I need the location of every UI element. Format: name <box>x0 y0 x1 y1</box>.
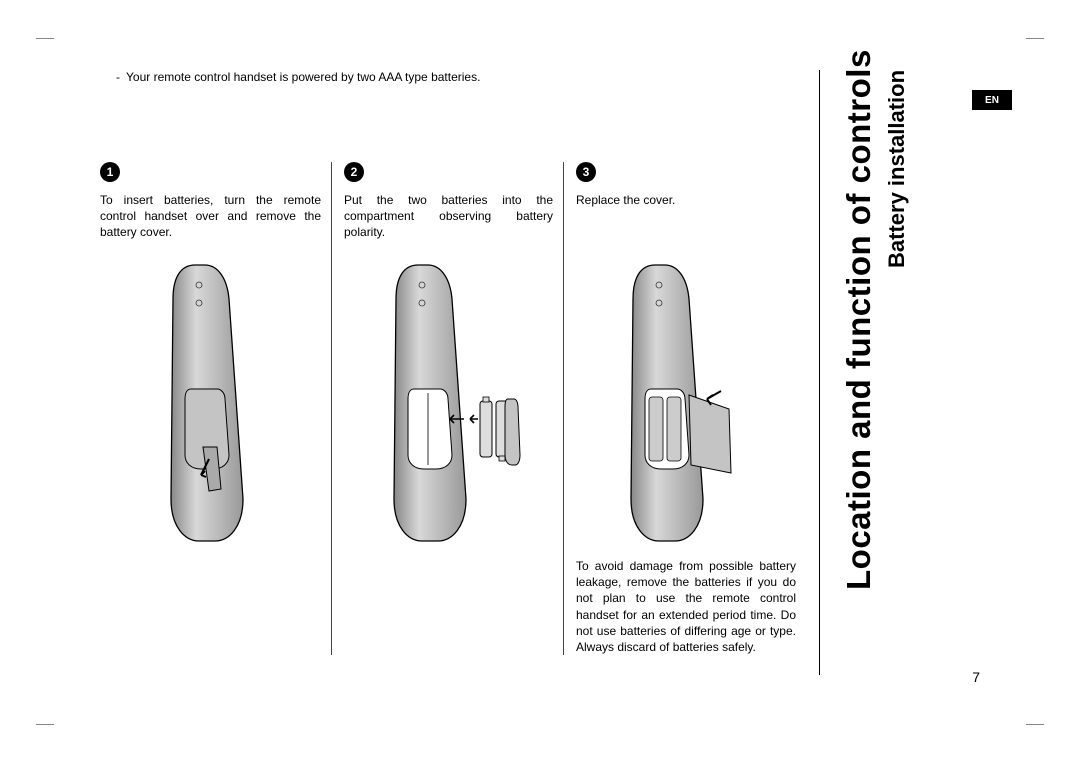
page-number: 7 <box>972 669 980 685</box>
step-number: 2 <box>351 165 358 179</box>
crop-mark <box>36 724 54 725</box>
step-1: 1 To insert batteries, turn the remote c… <box>100 162 332 655</box>
content-column: -Your remote control handset is powered … <box>100 70 820 675</box>
crop-mark <box>36 38 54 39</box>
crop-mark <box>1026 38 1044 39</box>
page-title: Location and function of controls <box>840 70 878 590</box>
intro-body: Your remote control handset is powered b… <box>126 70 480 84</box>
steps-row: 1 To insert batteries, turn the remote c… <box>100 162 801 655</box>
step-number: 3 <box>583 165 590 179</box>
step-2-text: Put the two batteries into the compartme… <box>344 192 553 244</box>
step-3: 3 Replace the cover. <box>564 162 796 655</box>
language-tab: EN <box>972 90 1012 110</box>
title-column: Location and function of controls Batter… <box>840 70 980 675</box>
crop-mark <box>1026 724 1044 725</box>
step-badge-1: 1 <box>100 162 120 182</box>
page-subtitle: Battery installation <box>884 70 910 310</box>
step-badge-3: 3 <box>576 162 596 182</box>
battery-warning-text: To avoid damage from possible battery le… <box>576 558 796 655</box>
step-3-text: Replace the cover. <box>576 192 796 244</box>
remote-illustration-1 <box>100 254 321 554</box>
step-badge-2: 2 <box>344 162 364 182</box>
intro-text: -Your remote control handset is powered … <box>100 70 801 84</box>
language-label: EN <box>985 95 999 106</box>
page-content: -Your remote control handset is powered … <box>100 70 980 690</box>
step-1-text: To insert batteries, turn the remote con… <box>100 192 321 244</box>
step-number: 1 <box>107 165 114 179</box>
remote-illustration-3 <box>576 254 796 554</box>
remote-illustration-2 <box>344 254 553 554</box>
step-2: 2 Put the two batteries into the compart… <box>332 162 564 655</box>
